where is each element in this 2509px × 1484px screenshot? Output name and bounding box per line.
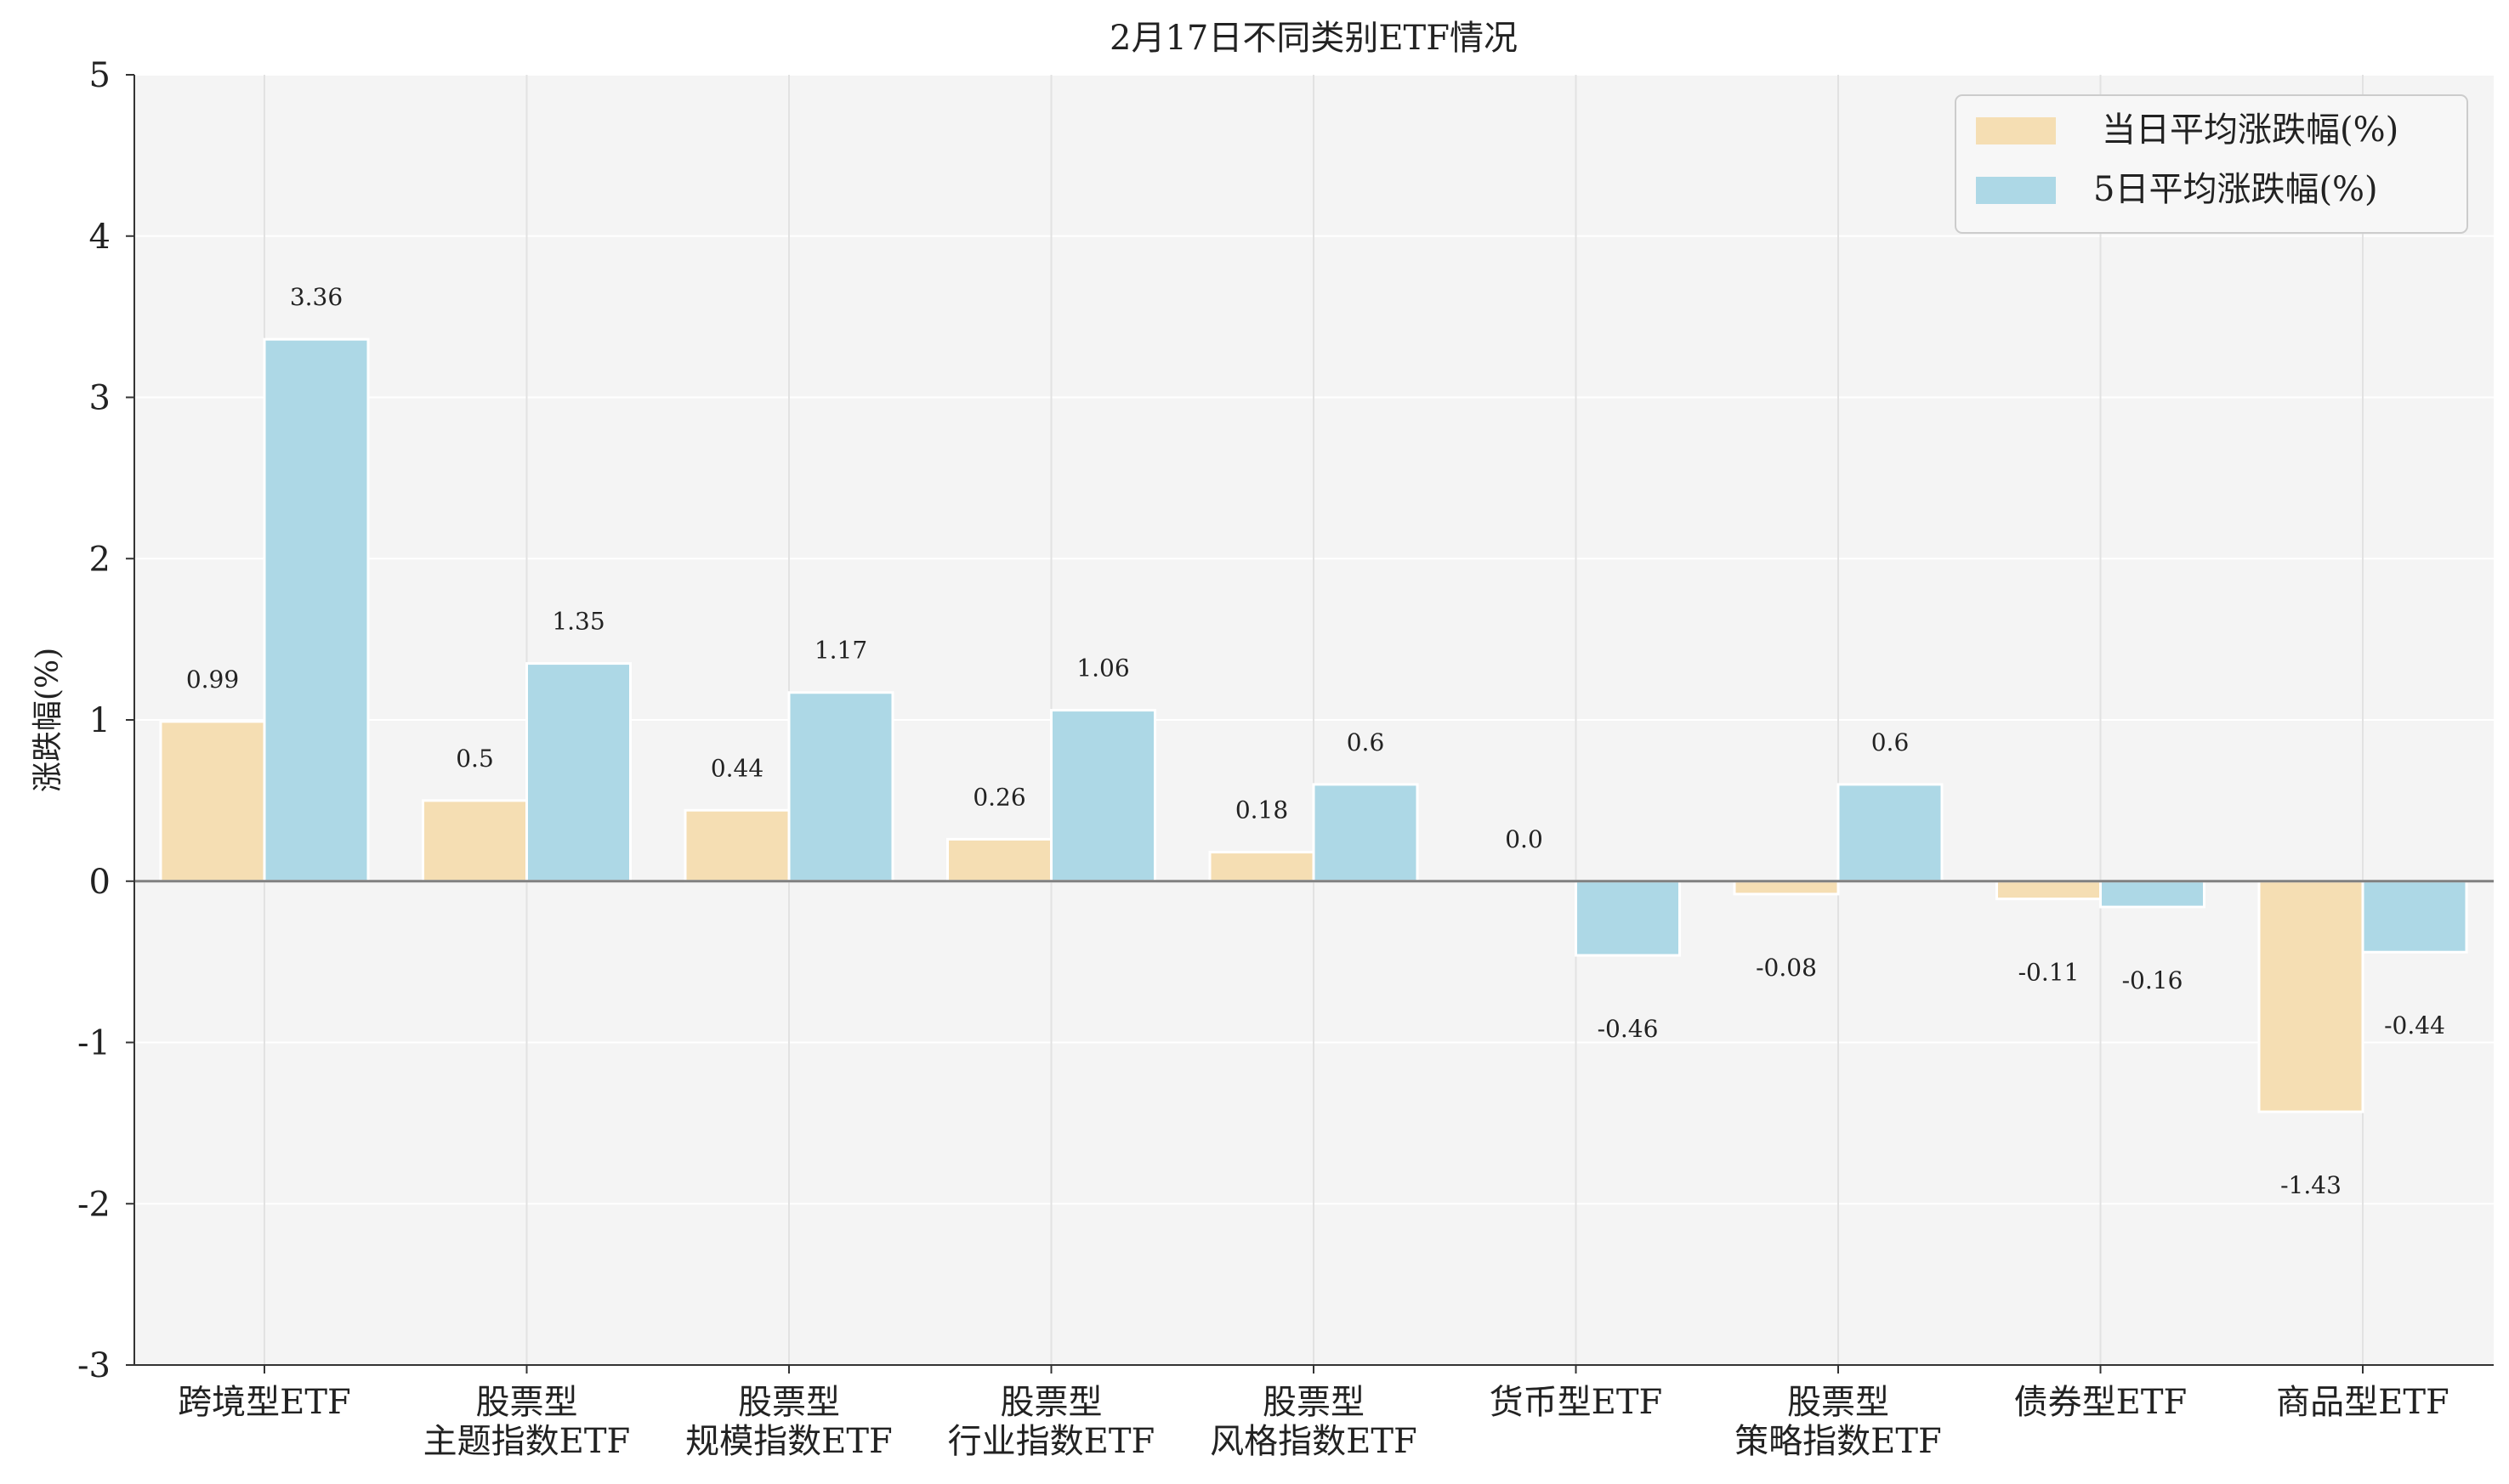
x-tick-label: 股票型	[738, 1383, 840, 1422]
legend-label-daily: 当日平均涨跌幅(%)	[2102, 110, 2398, 150]
data-label: -0.11	[2018, 959, 2080, 987]
data-label: -0.16	[2122, 966, 2183, 994]
y-tick-label: -3	[77, 1346, 111, 1385]
bar-daily	[1995, 880, 2102, 901]
y-tick-label: 2	[89, 540, 111, 579]
bar-daily	[1733, 880, 1840, 896]
x-tick-label: 策略指数ETF	[1734, 1422, 1942, 1461]
data-label: 1.17	[815, 637, 867, 665]
data-label: 0.99	[186, 666, 239, 694]
y-tick-label: -2	[77, 1185, 111, 1224]
x-tick-label: 股票型	[476, 1383, 578, 1422]
y-tick-label: -1	[77, 1024, 111, 1063]
y-tick-label: 4	[89, 218, 111, 257]
data-label: -0.44	[2384, 1011, 2445, 1039]
data-label: 0.6	[1347, 728, 1385, 756]
data-label: -0.08	[1756, 954, 1817, 982]
legend-label-5day: 5日平均涨跌幅(%)	[2093, 170, 2378, 209]
chart-title: 2月17日不同类别ETF情况	[1110, 19, 1518, 58]
legend-box	[1955, 94, 2468, 234]
data-label: 1.35	[552, 608, 605, 636]
x-axis-ticks: 跨境型ETF 股票型主题指数ETF股票型规模指数ETF股票型行业指数ETF股票型风…	[178, 1365, 2449, 1461]
data-label: 3.36	[290, 283, 343, 311]
data-label: -0.46	[1598, 1015, 1659, 1043]
bar-daily	[1208, 851, 1315, 883]
bar-5day	[1312, 783, 1419, 883]
y-tick-label: 5	[89, 56, 111, 95]
bar-5day	[2099, 880, 2205, 909]
data-label: 0.5	[456, 745, 494, 773]
bar-daily	[684, 808, 791, 883]
x-tick-label: 债券型ETF	[2014, 1383, 2188, 1422]
legend-swatch-5day	[1976, 177, 2056, 204]
data-label: 0.6	[1871, 728, 1910, 756]
bar-5day	[1836, 783, 1944, 883]
bar-daily	[159, 720, 266, 883]
y-axis-ticks: -3 -2 -1 0 1 2 3 4 5	[77, 56, 134, 1385]
bar-5day	[787, 691, 894, 883]
x-tick-label: 货币型ETF	[1490, 1383, 1663, 1422]
y-tick-label: 3	[89, 379, 111, 418]
legend-swatch-daily	[1976, 117, 2056, 144]
data-label: 1.06	[1076, 654, 1129, 683]
x-tick-label: 行业指数ETF	[948, 1422, 1155, 1461]
data-label: -1.43	[2280, 1171, 2342, 1199]
bar-5day	[1050, 709, 1156, 883]
x-tick-label: 商品型ETF	[2276, 1383, 2449, 1422]
x-tick-label: 股票型	[1787, 1383, 1889, 1422]
x-tick-label: 股票型	[1001, 1383, 1103, 1422]
bar-5day	[1575, 880, 1681, 957]
bar-5day	[525, 662, 632, 883]
x-tick-label: 股票型	[1263, 1383, 1365, 1422]
y-axis-label: 涨跌幅(%)	[31, 648, 65, 792]
data-labels: 0.99 0.5 0.44 0.26 0.18 0.0 -0.08 -0.11 -1.43 3.3…	[186, 283, 2445, 1199]
bar-daily	[946, 837, 1053, 883]
data-label: 0.26	[973, 783, 1025, 811]
x-tick-label: 主题指数ETF	[423, 1422, 631, 1461]
data-label: 0.0	[1505, 825, 1543, 853]
data-label: 0.18	[1235, 796, 1288, 824]
legend: 当日平均涨跌幅(%) 5日平均涨跌幅(%)	[1955, 94, 2468, 234]
x-tick-label: 风格指数ETF	[1210, 1422, 1417, 1461]
data-label: 0.44	[711, 754, 763, 782]
x-tick-label: 规模指数ETF	[685, 1422, 893, 1461]
y-tick-label: 0	[89, 863, 111, 902]
bar-5day	[263, 337, 370, 883]
bar-daily	[422, 799, 528, 883]
bar-daily	[2257, 880, 2364, 1113]
y-tick-label: 1	[89, 701, 111, 740]
x-tick-label: 跨境型ETF	[178, 1383, 351, 1422]
bar-5day	[2361, 880, 2468, 954]
